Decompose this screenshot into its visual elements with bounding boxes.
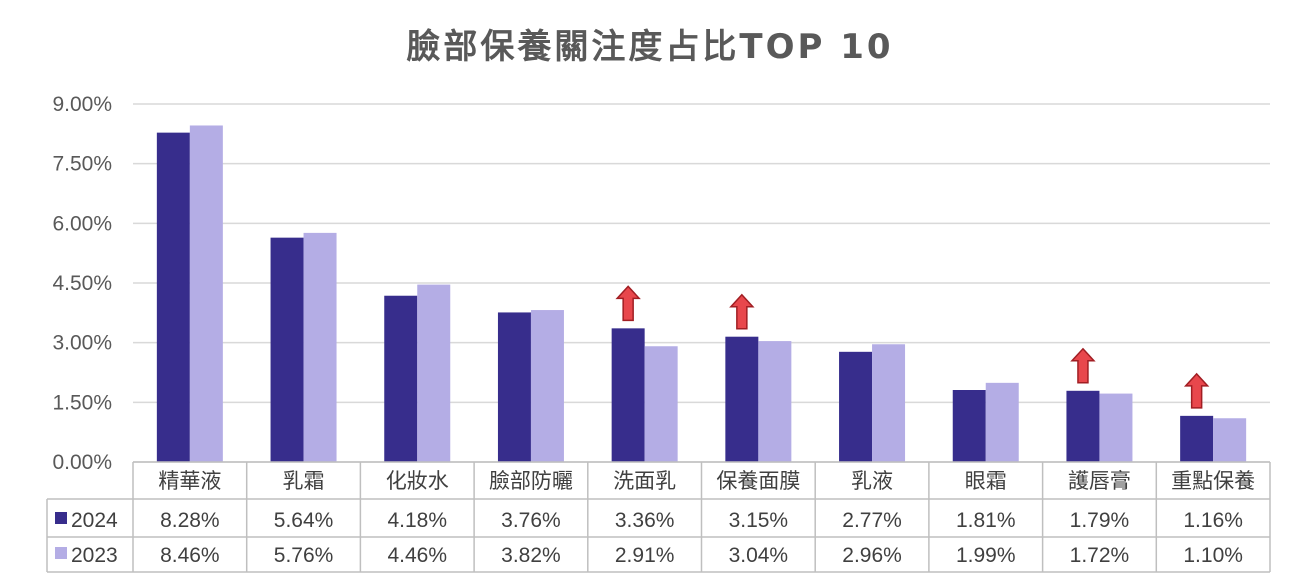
data-label: 5.64% — [274, 509, 334, 532]
bar-2024-重點保養 — [1180, 415, 1214, 462]
data-label: 1.99% — [956, 544, 1016, 567]
data-label: 2.91% — [615, 544, 675, 567]
increase-arrow-icon — [1183, 372, 1210, 409]
bar-2023-眼霜 — [985, 382, 1019, 462]
data-label: 1.81% — [956, 509, 1016, 532]
bar-2023-化妝水 — [417, 284, 451, 462]
bars — [156, 125, 1247, 462]
bar-2024-保養面膜 — [725, 336, 759, 462]
data-label: 5.76% — [274, 544, 334, 567]
bar-2023-洗面乳 — [644, 346, 678, 462]
category-label: 護唇膏 — [1068, 469, 1131, 493]
increase-arrows — [615, 285, 1210, 409]
data-label: 1.72% — [1070, 544, 1130, 567]
data-label: 3.82% — [501, 544, 561, 567]
data-label: 3.76% — [501, 509, 561, 532]
y-tick-label: 1.50% — [52, 391, 112, 414]
bar-2024-乳霜 — [270, 237, 304, 462]
data-label: 3.15% — [729, 509, 789, 532]
category-label: 眼霜 — [965, 469, 1007, 493]
bar-2024-臉部防曬 — [497, 312, 531, 462]
legend-label: 2024 — [71, 509, 118, 532]
bar-2023-臉部防曬 — [530, 310, 564, 462]
increase-arrow-icon — [1070, 347, 1096, 384]
category-label: 保養面膜 — [716, 469, 800, 493]
category-label: 乳液 — [851, 469, 893, 493]
legend-label: 2023 — [71, 544, 118, 567]
category-label: 重點保養 — [1171, 469, 1255, 493]
bar-2023-重點保養 — [1213, 418, 1247, 462]
bar-2023-乳液 — [872, 344, 906, 462]
data-label: 1.79% — [1070, 509, 1130, 532]
increase-arrow-icon — [615, 285, 641, 322]
data-label: 3.04% — [729, 544, 789, 567]
data-label: 2.77% — [842, 509, 902, 532]
data-label: 8.28% — [160, 509, 220, 532]
y-tick-label: 6.00% — [52, 212, 112, 235]
data-label: 4.46% — [387, 544, 447, 567]
y-tick-label: 0.00% — [52, 451, 112, 474]
legend-key-2024 — [55, 512, 67, 524]
bar-2024-精華液 — [156, 132, 190, 462]
data-label: 2.96% — [842, 544, 902, 567]
increase-arrow-icon — [729, 293, 755, 330]
bar-2024-洗面乳 — [611, 328, 645, 462]
y-axis-ticks: 0.00% 1.50% 3.00% 4.50% 6.00% 7.50% 9.00% — [52, 93, 112, 474]
bar-2023-護唇膏 — [1099, 393, 1133, 462]
chart-title: 臉部保養關注度占比TOP 10 — [406, 27, 893, 67]
bar-2024-護唇膏 — [1066, 390, 1100, 462]
category-label: 洗面乳 — [613, 469, 676, 493]
category-label: 臉部防曬 — [489, 469, 573, 493]
bar-2024-乳液 — [839, 351, 873, 462]
data-table: 精華液 乳霜 化妝水 臉部防曬 洗面乳 保養面膜 乳液 眼霜 護唇膏 重點保養 2024 8.28% 5… — [46, 461, 1271, 573]
category-label: 乳霜 — [283, 469, 325, 493]
category-label: 精華液 — [158, 469, 221, 493]
bar-2024-眼霜 — [952, 390, 986, 462]
category-label: 化妝水 — [386, 469, 449, 493]
y-tick-label: 4.50% — [52, 272, 112, 295]
data-label: 1.10% — [1183, 544, 1243, 567]
bar-2023-乳霜 — [303, 232, 337, 462]
y-tick-label: 7.50% — [52, 153, 112, 176]
bar-2023-保養面膜 — [758, 341, 792, 462]
data-label: 8.46% — [160, 544, 220, 567]
legend-key-2023 — [55, 547, 67, 559]
data-label: 3.36% — [615, 509, 675, 532]
bar-2024-化妝水 — [384, 295, 418, 462]
y-tick-label: 3.00% — [52, 332, 112, 355]
y-tick-label: 9.00% — [52, 93, 112, 116]
data-label: 1.16% — [1183, 509, 1243, 532]
data-label: 4.18% — [387, 509, 447, 532]
bar-2023-精華液 — [189, 125, 223, 462]
